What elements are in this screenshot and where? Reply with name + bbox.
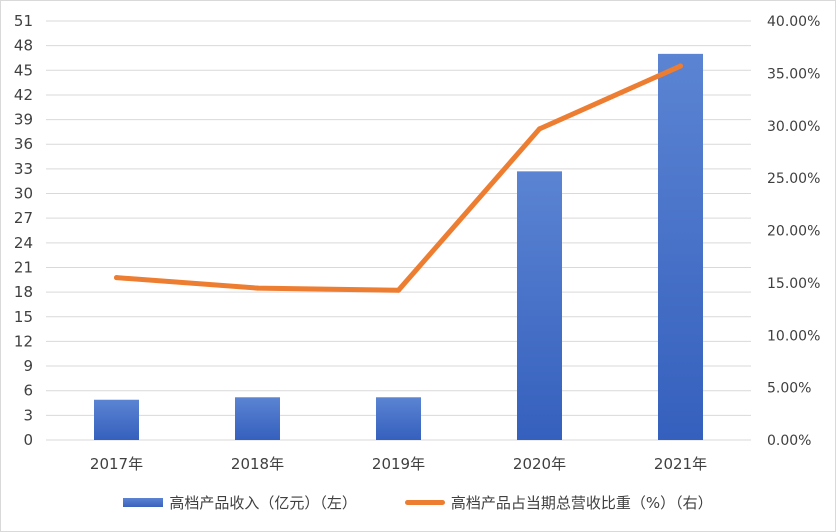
- y-left-tick-label: 12: [14, 332, 33, 350]
- y-left-tick-label: 51: [14, 12, 33, 30]
- line-point: [678, 63, 683, 69]
- legend-label-line-series: 高档产品占当期总营收比重（%）（右）: [450, 493, 713, 512]
- y-left-tick-label: 3: [23, 406, 33, 424]
- y-right-tick-label: 30.00%: [767, 119, 820, 135]
- bar: [235, 397, 280, 440]
- x-tick-label: 2018年: [231, 455, 284, 473]
- y-right-tick-label: 40.00%: [767, 14, 820, 30]
- legend-item-line-series: 高档产品占当期总营收比重（%）（右）: [404, 492, 713, 513]
- x-tick-label: 2019年: [372, 455, 425, 473]
- y-left-tick-label: 18: [14, 283, 33, 301]
- y-left-tick-label: 21: [14, 258, 33, 276]
- bar: [658, 53, 703, 441]
- bar: [94, 399, 139, 440]
- y-right-tick-label: 20.00%: [767, 224, 820, 240]
- combo-chart: 036912151821242730333639424548510.00%5.0…: [14, 12, 820, 473]
- line-point: [537, 126, 542, 132]
- line-point: [114, 275, 119, 281]
- y-left-tick-label: 33: [14, 160, 33, 178]
- y-left-tick-label: 0: [23, 431, 33, 449]
- y-left-tick-label: 36: [14, 135, 33, 153]
- y-left-tick-label: 6: [23, 382, 33, 400]
- y-right-tick-label: 0.00%: [767, 433, 811, 449]
- y-right-tick-label: 5.00%: [767, 381, 811, 397]
- legend-swatch-bar: [123, 497, 164, 507]
- bar: [517, 171, 562, 441]
- y-right-tick-label: 10.00%: [767, 328, 820, 344]
- y-left-tick-label: 15: [14, 308, 33, 326]
- x-tick-label: 2021年: [654, 455, 707, 473]
- legend-label-bar-series: 高档产品收入（亿元）（左）: [169, 493, 357, 512]
- y-left-tick-label: 9: [23, 357, 33, 375]
- line-point: [255, 285, 260, 291]
- y-left-tick-label: 42: [14, 86, 33, 104]
- y-right-tick-label: 35.00%: [767, 66, 820, 82]
- line-point: [396, 287, 401, 293]
- x-tick-label: 2020年: [513, 455, 566, 473]
- y-right-tick-label: 25.00%: [767, 171, 820, 187]
- y-left-tick-label: 27: [14, 209, 33, 227]
- legend: 高档产品收入（亿元）（左） 高档产品占当期总营收比重（%）（右）: [0, 490, 836, 514]
- legend-item-bar-series: 高档产品收入（亿元）（左）: [123, 492, 357, 513]
- legend-swatch-line: [404, 499, 445, 505]
- y-left-tick-label: 30: [14, 185, 33, 203]
- y-left-tick-label: 24: [14, 234, 33, 252]
- x-tick-label: 2017年: [90, 455, 143, 473]
- bar: [376, 397, 421, 440]
- line-series: [114, 63, 683, 293]
- y-left-tick-label: 48: [14, 37, 33, 55]
- y-left-tick-label: 39: [14, 111, 33, 129]
- y-left-tick-label: 45: [14, 61, 33, 79]
- y-right-tick-label: 15.00%: [767, 276, 820, 292]
